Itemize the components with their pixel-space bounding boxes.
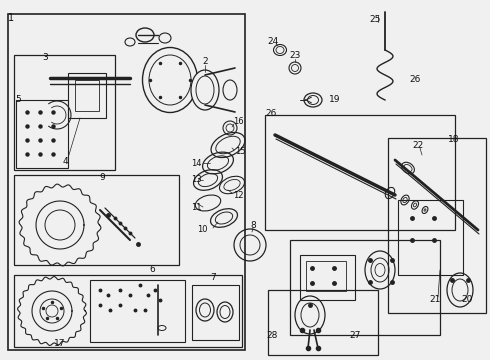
Bar: [14, 175, 179, 265]
Text: 12: 12: [233, 190, 243, 199]
Text: 11: 11: [191, 202, 201, 211]
Text: 2: 2: [202, 58, 208, 67]
Bar: [300, 255, 355, 300]
Text: 28: 28: [266, 330, 278, 339]
Text: 5: 5: [15, 94, 21, 104]
Bar: [306, 261, 346, 291]
Bar: [265, 115, 455, 230]
Text: 25: 25: [369, 15, 381, 24]
Bar: [398, 200, 463, 275]
Text: 14: 14: [191, 158, 201, 167]
Text: 21: 21: [429, 296, 441, 305]
Bar: [90, 280, 185, 342]
Bar: [68, 73, 106, 118]
Circle shape: [40, 299, 64, 323]
Text: 19: 19: [329, 95, 341, 104]
Text: 16: 16: [233, 117, 244, 126]
Ellipse shape: [136, 28, 154, 42]
Text: 8: 8: [250, 220, 256, 230]
Bar: [8, 14, 245, 350]
Ellipse shape: [191, 70, 219, 110]
Bar: [14, 275, 242, 347]
Text: 17: 17: [54, 339, 66, 348]
Text: 24: 24: [268, 37, 279, 46]
Ellipse shape: [223, 80, 237, 100]
Text: 22: 22: [413, 140, 424, 149]
Text: 27: 27: [349, 330, 361, 339]
Bar: [14, 55, 115, 170]
Text: 3: 3: [42, 54, 48, 63]
Bar: [290, 240, 440, 335]
Text: 20: 20: [461, 296, 473, 305]
Bar: [388, 138, 486, 313]
Text: 7: 7: [210, 274, 216, 283]
Text: 4: 4: [62, 158, 68, 166]
Text: 15: 15: [235, 148, 245, 157]
Text: 26: 26: [265, 108, 277, 117]
Text: 18: 18: [448, 135, 460, 144]
Ellipse shape: [125, 38, 135, 46]
Bar: [16, 100, 68, 168]
Text: 6: 6: [149, 266, 155, 274]
Text: 1: 1: [8, 13, 14, 23]
Bar: [75, 80, 99, 111]
Bar: [192, 285, 239, 340]
Text: 26: 26: [409, 76, 421, 85]
Ellipse shape: [143, 48, 197, 112]
Text: 10: 10: [197, 225, 207, 234]
Text: 13: 13: [191, 175, 201, 184]
Bar: [268, 290, 378, 355]
Text: 9: 9: [99, 174, 105, 183]
Text: 23: 23: [289, 51, 301, 60]
Ellipse shape: [159, 33, 171, 43]
